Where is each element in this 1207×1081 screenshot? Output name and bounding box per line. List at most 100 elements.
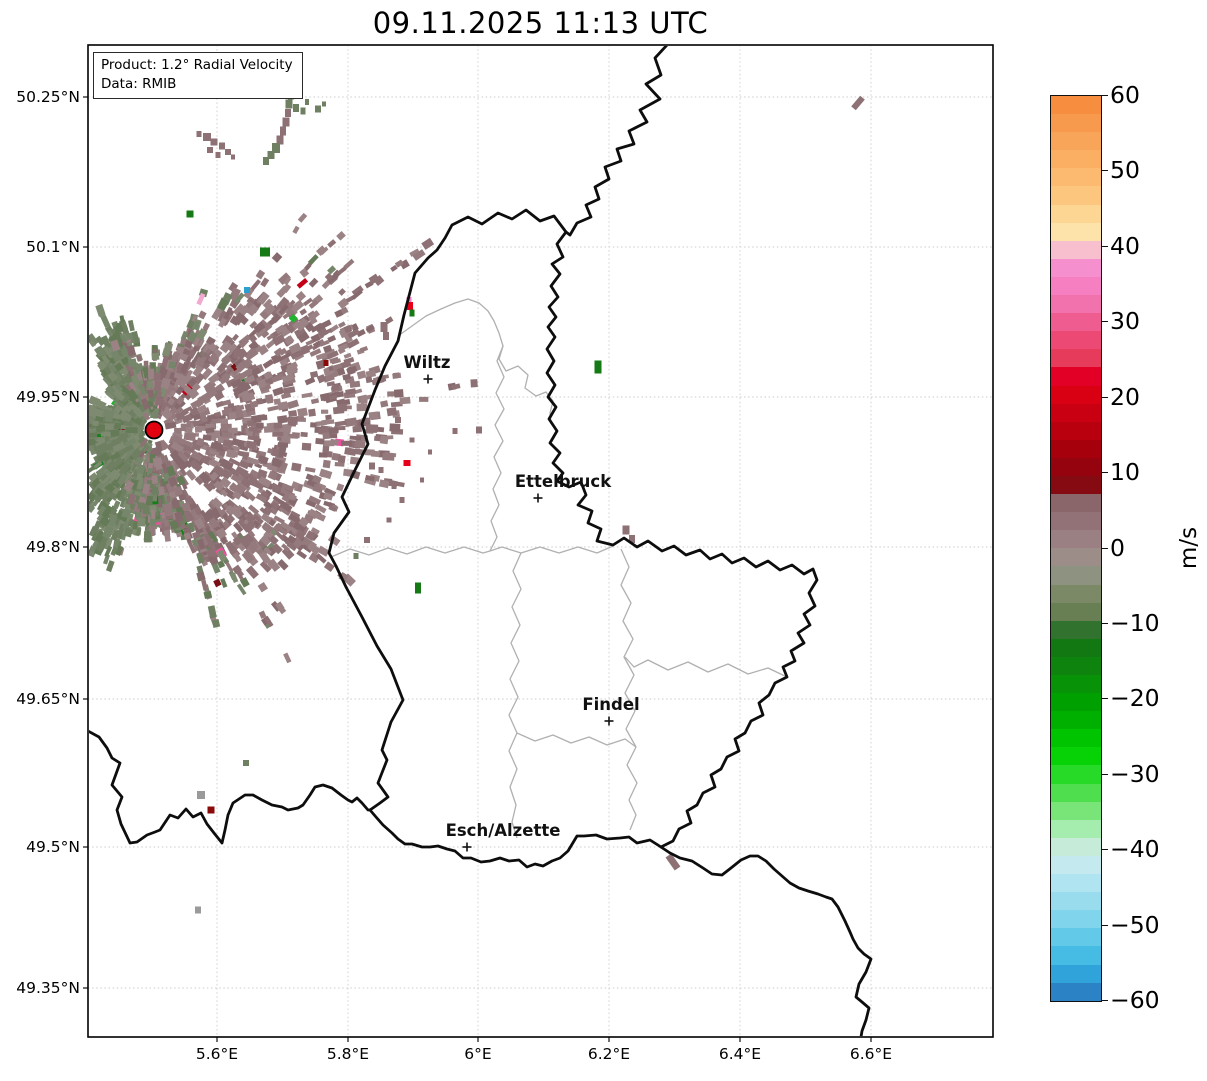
- colorbar-band: [1051, 855, 1101, 875]
- colorbar-tick-mark: [1101, 170, 1108, 172]
- colorbar-band: [1051, 331, 1101, 350]
- border-southeast: [659, 845, 873, 1036]
- colorbar-band: [1051, 729, 1101, 748]
- colorbar-band: [1051, 656, 1101, 675]
- colorbar-tick-mark: [1101, 698, 1108, 700]
- colorbar-tick-label: 60: [1110, 81, 1140, 109]
- colorbar-band: [1051, 638, 1101, 657]
- country-borders: [89, 46, 873, 1036]
- colorbar-band: [1051, 204, 1101, 223]
- colorbar-band: [1051, 801, 1101, 820]
- colorbar-band: [1051, 747, 1101, 766]
- colorbar-tick-label: −10: [1110, 608, 1160, 637]
- y-axis-tick-label: 50.25°N: [16, 88, 80, 106]
- colorbar-tick-mark: [1101, 547, 1108, 549]
- y-axis-tick-label: 49.65°N: [16, 690, 80, 708]
- colorbar-band: [1051, 602, 1101, 621]
- colorbar-tick-label: 50: [1110, 156, 1140, 185]
- plot-frame: [87, 44, 994, 1038]
- colorbar-band: [1051, 475, 1101, 495]
- colorbar-band: [1051, 150, 1101, 169]
- plot-area: Wiltz Ettelbruck Findel Esch/Alzette: [89, 46, 992, 1036]
- y-axis-tick-label: 49.5°N: [26, 838, 80, 856]
- colorbar-band: [1051, 675, 1101, 694]
- colorbar-tick-label: 40: [1110, 231, 1140, 260]
- y-axis-tick-label: 49.95°N: [16, 388, 80, 406]
- colorbar-band: [1051, 132, 1101, 151]
- city-annotations: Wiltz Ettelbruck Findel Esch/Alzette: [403, 353, 640, 852]
- colorbar-band: [1051, 530, 1101, 549]
- colorbar-band: [1051, 512, 1101, 531]
- colorbar: [1050, 95, 1102, 1002]
- y-axis-tick-label: 49.35°N: [16, 979, 80, 997]
- colorbar-tick-mark: [1101, 321, 1108, 323]
- colorbar-band: [1051, 186, 1101, 205]
- colorbar-band: [1051, 548, 1101, 567]
- product-info-box: Product: 1.2° Radial Velocity Data: RMIB: [93, 52, 303, 99]
- french-border-west: [89, 729, 372, 845]
- colorbar-tick-mark: [1101, 622, 1108, 624]
- colorbar-tick-label: −30: [1110, 759, 1160, 788]
- colorbar-tick-label: 30: [1110, 307, 1140, 336]
- x-axis-tick-label: 5.8°E: [326, 1045, 370, 1063]
- colorbar-band: [1051, 964, 1101, 983]
- colorbar-units-label: m/s: [1176, 526, 1202, 570]
- radar-site-dot: [144, 420, 164, 440]
- colorbar-band: [1051, 765, 1101, 784]
- radar-velocity-field: [89, 212, 478, 664]
- colorbar-tick-label: 20: [1110, 382, 1140, 411]
- colorbar-band: [1051, 874, 1101, 893]
- colorbar-band: [1051, 222, 1101, 241]
- german-border-north: [564, 46, 668, 237]
- colorbar-tick-label: −20: [1110, 684, 1160, 713]
- colorbar-band: [1051, 421, 1101, 440]
- colorbar-band: [1051, 620, 1101, 639]
- colorbar-band: [1051, 711, 1101, 730]
- scattered-echoes: [186, 90, 865, 914]
- colorbar-tick-mark: [1101, 924, 1108, 926]
- x-axis-tick-label: 6°E: [464, 1045, 492, 1063]
- colorbar-band: [1051, 96, 1101, 115]
- x-axis-tick-label: 6.6°E: [849, 1045, 893, 1063]
- colorbar-tick-label: 10: [1110, 458, 1140, 487]
- colorbar-band: [1051, 114, 1101, 133]
- colorbar-tick-mark: [1101, 245, 1108, 247]
- x-axis-tick-label: 6.4°E: [718, 1045, 762, 1063]
- colorbar-band: [1051, 439, 1101, 458]
- colorbar-tick-label: −40: [1110, 835, 1160, 864]
- colorbar-band: [1051, 295, 1101, 314]
- y-axis-tick-label: 49.8°N: [26, 538, 80, 556]
- colorbar-band: [1051, 494, 1101, 513]
- colorbar-band: [1051, 313, 1101, 332]
- colorbar-band: [1051, 566, 1101, 585]
- colorbar-band: [1051, 403, 1101, 422]
- colorbar-band: [1051, 258, 1101, 277]
- colorbar-band: [1051, 837, 1101, 856]
- colorbar-band: [1051, 892, 1101, 911]
- colorbar-band: [1051, 367, 1101, 386]
- city-label: Ettelbruck: [515, 472, 612, 491]
- colorbar-band: [1051, 982, 1101, 1001]
- colorbar-band: [1051, 946, 1101, 965]
- colorbar-tick-mark: [1101, 472, 1108, 474]
- colorbar-band: [1051, 240, 1101, 259]
- city-label: Wiltz: [403, 353, 450, 372]
- canton-boundaries: [330, 298, 788, 839]
- colorbar-band: [1051, 276, 1101, 296]
- colorbar-tick-label: −60: [1110, 986, 1160, 1014]
- colorbar-band: [1051, 928, 1101, 947]
- luxembourg-outline: [327, 208, 819, 869]
- colorbar-band: [1051, 168, 1101, 187]
- colorbar-band: [1051, 819, 1101, 838]
- data-source-line: Data: RMIB: [101, 75, 177, 92]
- axis-tick-marks: [83, 96, 872, 1042]
- colorbar-band: [1051, 349, 1101, 368]
- city-label: Esch/Alzette: [446, 821, 561, 840]
- colorbar-tick-mark: [1101, 1000, 1108, 1001]
- colorbar-tick-mark: [1101, 396, 1108, 398]
- colorbar-tick-mark: [1101, 95, 1108, 96]
- colorbar-tick-label: −50: [1110, 910, 1160, 939]
- colorbar-band: [1051, 783, 1101, 802]
